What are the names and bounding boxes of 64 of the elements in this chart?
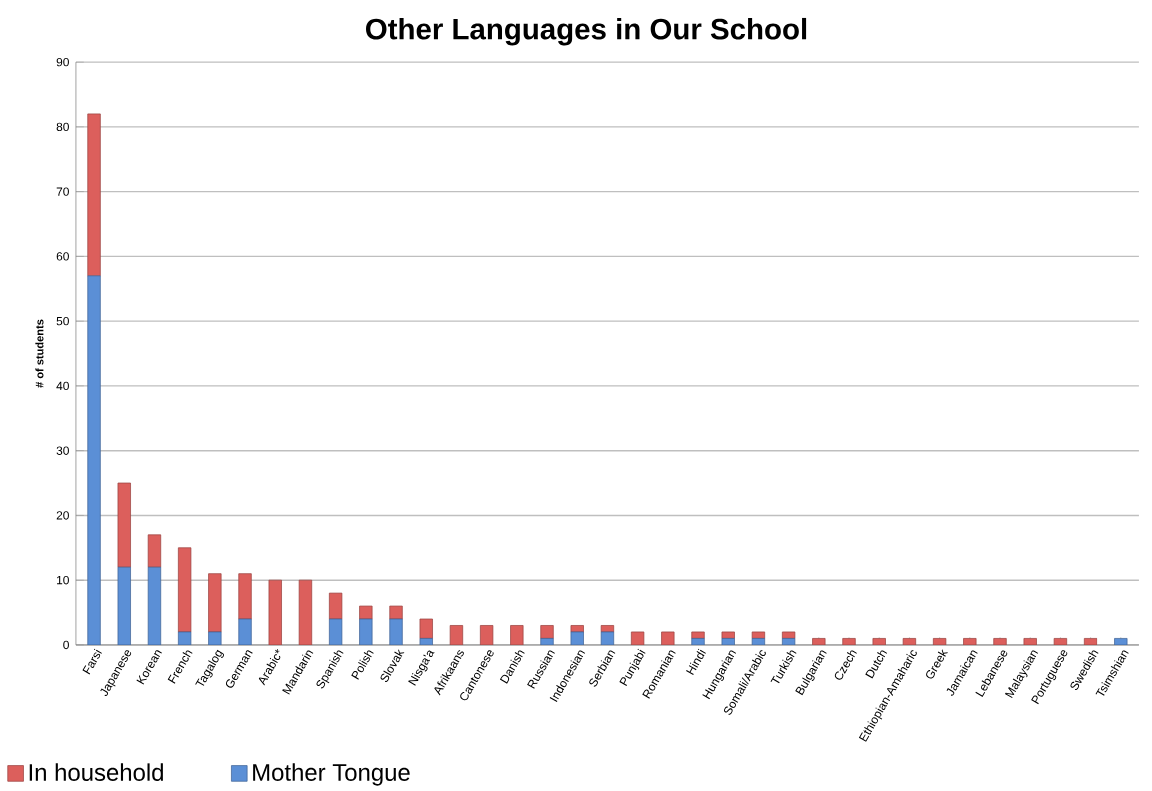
bar: [449, 625, 464, 645]
bar: [1083, 638, 1098, 645]
bar: [661, 631, 675, 645]
bar: [872, 638, 886, 645]
bar: [570, 631, 584, 645]
y-tick-label: 60: [56, 252, 69, 261]
bar: [298, 579, 313, 645]
bar: [902, 638, 917, 645]
chart-title: Other Languages in Our School: [366, 17, 807, 46]
y-axis-title: # of students: [35, 319, 44, 388]
bar: [87, 275, 101, 645]
bar: [328, 592, 343, 620]
bar: [540, 625, 554, 639]
y-tick-label: 80: [56, 122, 69, 132]
bar: [389, 605, 403, 620]
bar: [177, 547, 192, 633]
y-tick-label: 50: [56, 316, 69, 326]
bar: [1114, 638, 1128, 645]
y-tick-label: 70: [56, 187, 69, 196]
bar: [1023, 638, 1037, 645]
bar: [87, 113, 101, 277]
bar: [932, 638, 947, 645]
bar: [510, 625, 524, 645]
bar: [781, 631, 796, 639]
bar: [993, 638, 1007, 645]
y-tick-label: 0: [63, 640, 69, 650]
bar: [238, 573, 252, 620]
legend-label: Mother Tongue: [253, 763, 410, 786]
bar: [208, 573, 222, 633]
bar: [842, 638, 856, 645]
y-tick-label: 40: [56, 381, 69, 391]
legend-label: In household: [29, 763, 163, 781]
bar: [963, 638, 977, 645]
bar: [389, 618, 403, 645]
bar: [419, 638, 433, 645]
bar: [419, 618, 433, 639]
bar: [540, 638, 554, 645]
bar: [630, 631, 645, 645]
bar: [1053, 638, 1068, 645]
bar: [177, 631, 192, 645]
bar: [781, 638, 796, 645]
bar: [117, 566, 131, 645]
bar: [751, 638, 766, 645]
bar: [479, 625, 494, 645]
bar: [268, 579, 282, 645]
y-tick-label: 20: [56, 511, 69, 520]
bar: [751, 631, 766, 639]
bar: [147, 566, 162, 645]
y-tick-label: 10: [57, 575, 69, 585]
bar: [721, 638, 735, 645]
bar: [208, 631, 222, 645]
bar: [147, 534, 162, 568]
bar: [359, 605, 373, 620]
bar: [721, 631, 735, 639]
bar: [328, 618, 343, 645]
bar: [117, 482, 131, 568]
bar: [812, 638, 826, 645]
bar: [359, 618, 373, 645]
bar: [238, 618, 252, 645]
bar: [600, 631, 615, 645]
y-tick-label: 30: [56, 446, 69, 455]
bar: [691, 638, 705, 645]
bar: [691, 631, 705, 639]
y-tick-label: 90: [56, 57, 69, 67]
